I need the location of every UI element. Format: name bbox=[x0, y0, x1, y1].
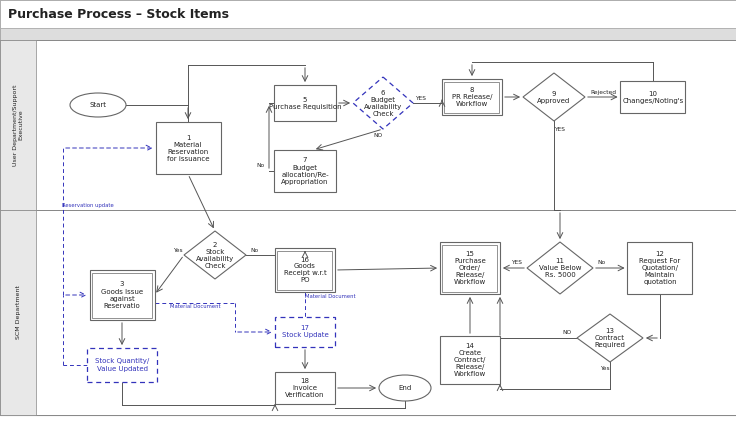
Bar bbox=[275, 317, 335, 347]
Bar bbox=[275, 372, 335, 404]
Text: 1
Material
Reservation
for issuance: 1 Material Reservation for issuance bbox=[167, 135, 209, 162]
Text: 13
Contract
Required: 13 Contract Required bbox=[595, 328, 626, 348]
Bar bbox=[0, 40, 36, 210]
Text: Reservation update: Reservation update bbox=[62, 203, 114, 208]
Text: 5
Purchase Requisition: 5 Purchase Requisition bbox=[269, 97, 342, 109]
Text: End: End bbox=[398, 385, 411, 391]
Text: Stock Quantity/
Value Updated: Stock Quantity/ Value Updated bbox=[95, 359, 149, 371]
Bar bbox=[440, 336, 500, 384]
Text: 18
Invoice
Verification: 18 Invoice Verification bbox=[286, 378, 325, 398]
Text: Purchase Process – Stock Items: Purchase Process – Stock Items bbox=[8, 8, 229, 21]
Polygon shape bbox=[577, 314, 643, 362]
Text: NO: NO bbox=[373, 133, 383, 138]
Polygon shape bbox=[353, 77, 413, 129]
Text: Rejected: Rejected bbox=[590, 89, 616, 95]
Polygon shape bbox=[527, 242, 593, 294]
Bar bbox=[90, 270, 155, 320]
Bar bbox=[87, 348, 157, 382]
Text: 9
Approved: 9 Approved bbox=[537, 90, 570, 103]
Text: User Department/Support
Executive: User Department/Support Executive bbox=[13, 84, 24, 166]
Bar bbox=[0, 40, 736, 210]
Bar bbox=[274, 150, 336, 192]
Polygon shape bbox=[523, 73, 585, 121]
Text: 15
Purchase
Order/
Release/
Workflow: 15 Purchase Order/ Release/ Workflow bbox=[454, 251, 486, 285]
Text: 16
Goods
Receipt w.r.t
PO: 16 Goods Receipt w.r.t PO bbox=[283, 257, 326, 284]
Bar bbox=[442, 79, 502, 115]
Bar bbox=[0, 0, 736, 28]
Bar bbox=[620, 81, 685, 113]
Text: Yes: Yes bbox=[600, 366, 610, 371]
Bar bbox=[155, 122, 221, 174]
Text: YES: YES bbox=[512, 260, 523, 265]
Text: SCM Department: SCM Department bbox=[15, 286, 21, 339]
Text: Material Document: Material Document bbox=[170, 305, 220, 309]
Text: 8
PR Release/
Workflow: 8 PR Release/ Workflow bbox=[452, 87, 492, 107]
Bar bbox=[442, 244, 498, 292]
Bar bbox=[0, 210, 36, 415]
Text: YES: YES bbox=[554, 127, 565, 132]
Text: YES: YES bbox=[416, 95, 426, 100]
Text: No: No bbox=[597, 260, 605, 265]
Text: Yes: Yes bbox=[173, 247, 183, 252]
Bar bbox=[277, 251, 333, 289]
Text: Material Document: Material Document bbox=[305, 293, 355, 298]
Text: 12
Request For
Quotation/
Maintain
quotation: 12 Request For Quotation/ Maintain quota… bbox=[640, 251, 681, 285]
Text: No: No bbox=[256, 162, 264, 168]
Text: Start: Start bbox=[90, 102, 107, 108]
Text: No: No bbox=[250, 247, 258, 252]
Bar bbox=[274, 85, 336, 121]
Bar bbox=[275, 248, 335, 292]
Text: 6
Budget
Availability
Check: 6 Budget Availability Check bbox=[364, 89, 402, 116]
Text: 11
Value Below
Rs. 5000: 11 Value Below Rs. 5000 bbox=[539, 258, 581, 278]
Bar bbox=[92, 273, 152, 317]
Text: 17
Stock Update: 17 Stock Update bbox=[282, 325, 328, 338]
Text: 2
Stock
Availability
Check: 2 Stock Availability Check bbox=[196, 241, 234, 268]
Ellipse shape bbox=[379, 375, 431, 401]
Text: 14
Create
Contract/
Release/
Workflow: 14 Create Contract/ Release/ Workflow bbox=[454, 343, 486, 377]
Bar bbox=[628, 242, 693, 294]
Ellipse shape bbox=[70, 93, 126, 117]
Text: 7
Budget
allocation/Re-
Appropriation: 7 Budget allocation/Re- Appropriation bbox=[281, 157, 329, 184]
Bar bbox=[0, 28, 736, 40]
Bar bbox=[445, 81, 500, 113]
Text: NO: NO bbox=[562, 330, 572, 335]
Bar bbox=[0, 210, 736, 415]
Polygon shape bbox=[184, 231, 246, 279]
Text: 3
Goods Issue
against
Reservatio: 3 Goods Issue against Reservatio bbox=[101, 281, 143, 308]
Bar bbox=[440, 242, 500, 294]
Text: 10
Changes/Noting's: 10 Changes/Noting's bbox=[623, 90, 684, 103]
